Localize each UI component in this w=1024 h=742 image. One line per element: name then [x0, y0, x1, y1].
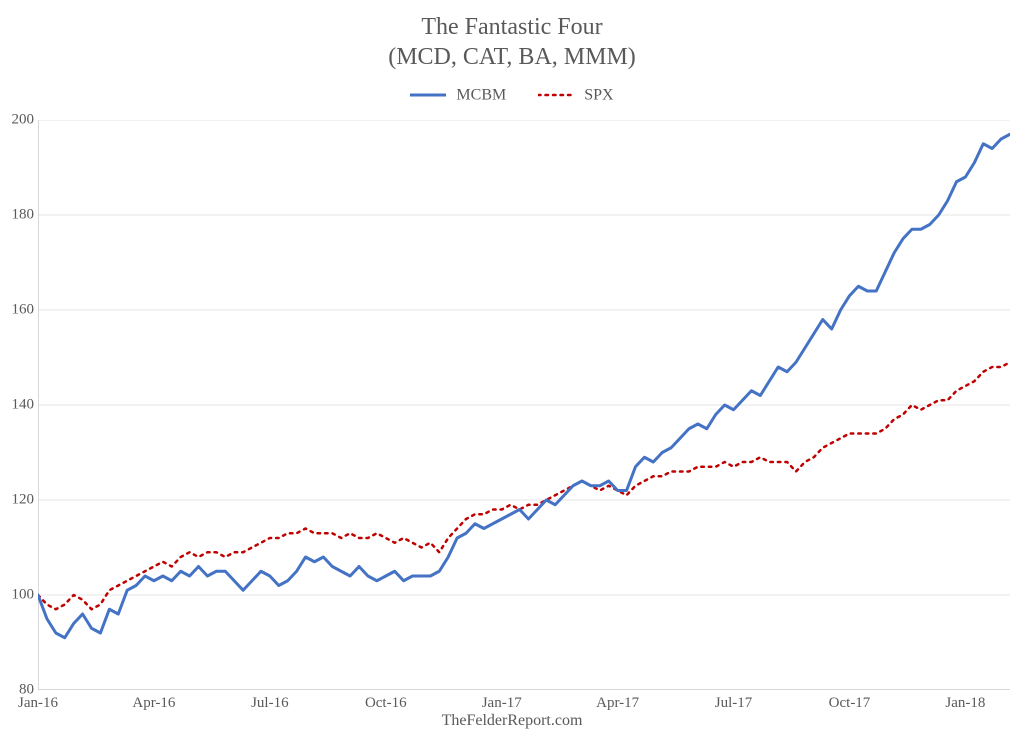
- legend-swatch-mcbm: [410, 88, 446, 102]
- x-tick-label: Oct-17: [829, 695, 871, 712]
- y-tick-label: 180: [4, 207, 34, 224]
- y-tick-label: 100: [4, 587, 34, 604]
- chart-svg: [38, 120, 1010, 690]
- x-tick-label: Jan-17: [482, 695, 522, 712]
- legend-swatch-spx: [538, 88, 574, 102]
- x-tick-label: Jan-18: [945, 695, 985, 712]
- x-tick-label: Apr-16: [132, 695, 175, 712]
- x-tick-label: Oct-16: [365, 695, 407, 712]
- chart-footer: TheFelderReport.com: [0, 712, 1024, 730]
- series-mcbm: [38, 134, 1010, 638]
- x-tick-label: Jul-16: [251, 695, 289, 712]
- chart-subtitle: (MCD, CAT, BA, MMM): [0, 44, 1024, 71]
- legend-item-mcbm: MCBM: [410, 86, 506, 104]
- y-tick-label: 200: [4, 112, 34, 129]
- legend-label-spx: SPX: [584, 86, 613, 103]
- y-tick-label: 140: [4, 397, 34, 414]
- legend-label-mcbm: MCBM: [456, 86, 506, 103]
- chart-legend: MCBM SPX: [0, 86, 1024, 104]
- y-tick-label: 120: [4, 492, 34, 509]
- plot-area: 80100120140160180200Jan-16Apr-16Jul-16Oc…: [38, 120, 1010, 690]
- legend-item-spx: SPX: [538, 86, 613, 104]
- x-tick-label: Apr-17: [596, 695, 639, 712]
- y-tick-label: 160: [4, 302, 34, 319]
- x-tick-label: Jan-16: [18, 695, 58, 712]
- chart-title: The Fantastic Four: [0, 14, 1024, 41]
- chart-container: The Fantastic Four (MCD, CAT, BA, MMM) M…: [0, 0, 1024, 742]
- x-tick-label: Jul-17: [715, 695, 753, 712]
